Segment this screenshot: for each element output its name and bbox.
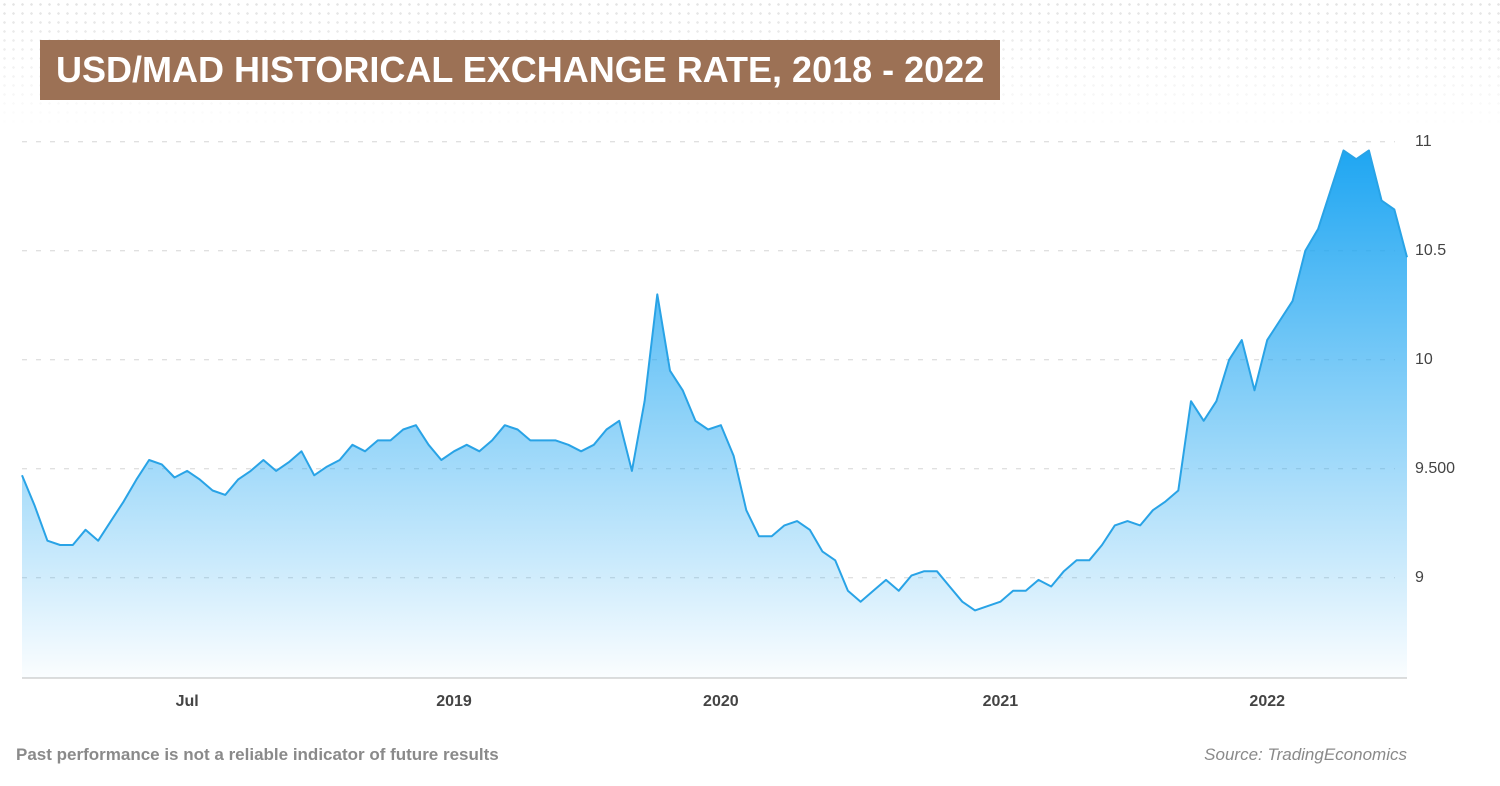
y-tick-label: 11 [1415,133,1432,150]
disclaimer: Past performance is not a reliable indic… [16,745,499,764]
y-tick-label: 9 [1415,569,1424,586]
y-tick-label: 10 [1415,351,1433,368]
y-tick-label: 9.500 [1415,460,1455,477]
x-tick-label: 2021 [983,693,1019,710]
x-tick-label: 2020 [703,693,739,710]
source: Source: TradingEconomics [1204,745,1407,764]
x-tick-label: 2019 [436,693,472,710]
y-tick-label: 10.5 [1415,242,1446,259]
chart-title: USD/MAD HISTORICAL EXCHANGE RATE, 2018 -… [40,40,1001,100]
line [21,149,1408,612]
x-tick-label: 2022 [1249,693,1285,710]
x-tick-label: Jul [176,693,199,710]
area-fill [22,150,1407,678]
